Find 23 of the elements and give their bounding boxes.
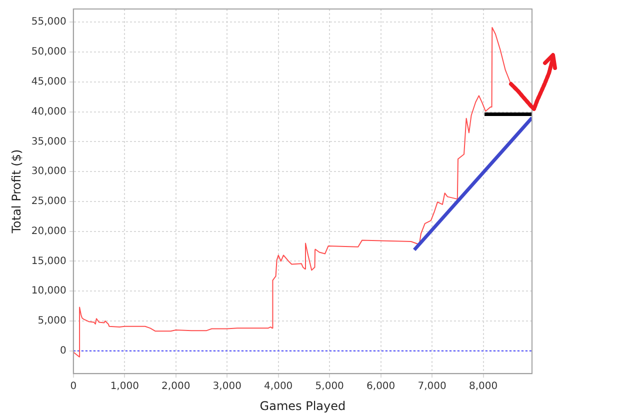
x-tick-label: 7,000 bbox=[418, 381, 446, 392]
y-tick-label: 35,000 bbox=[31, 136, 66, 148]
y-tick-label: 15,000 bbox=[31, 256, 66, 267]
y-tick-label: 20,000 bbox=[31, 226, 66, 237]
y-axis-title: Total Profit ($) bbox=[9, 149, 24, 234]
y-tick-label: 40,000 bbox=[31, 106, 66, 118]
x-tick-label: 5,000 bbox=[315, 381, 344, 392]
y-tick-label: 55,000 bbox=[31, 16, 66, 28]
x-tick-label: 4,000 bbox=[264, 381, 293, 392]
x-axis-title: Games Played bbox=[260, 398, 346, 413]
y-tick-label: 0 bbox=[60, 345, 66, 356]
x-tick-label: 0 bbox=[70, 381, 77, 392]
x-tick-label: 1,000 bbox=[110, 381, 139, 392]
y-tick-label: 10,000 bbox=[31, 286, 66, 297]
y-tick-label: 45,000 bbox=[31, 76, 66, 88]
x-tick-label: 2,000 bbox=[162, 381, 190, 392]
x-tick-label: 8,000 bbox=[469, 381, 498, 392]
y-tick-label: 50,000 bbox=[31, 46, 66, 58]
y-tick-label: 25,000 bbox=[31, 196, 66, 208]
x-tick-label: 3,000 bbox=[212, 381, 242, 392]
y-tick-label: 5,000 bbox=[38, 316, 66, 327]
x-tick-label: 6,000 bbox=[366, 381, 396, 392]
y-tick-label: 30,000 bbox=[31, 166, 66, 178]
